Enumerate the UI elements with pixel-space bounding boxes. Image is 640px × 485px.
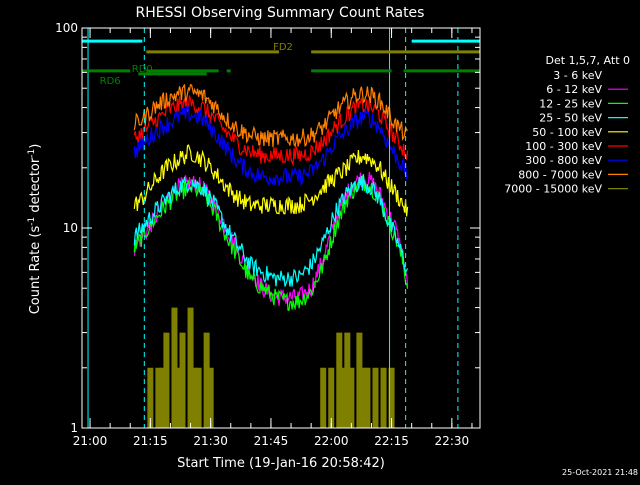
state-bar-layer: FD2 RD0 RD6: [82, 39, 480, 87]
x-tick-label-1: 21:15: [133, 434, 168, 448]
legend-label-3: 25 - 50 keV: [539, 112, 602, 125]
series-50-100-keV: [133, 144, 409, 217]
legend-label-5: 100 - 300 keV: [525, 140, 602, 153]
y-tick-label-2: 100: [55, 21, 78, 35]
series-line-300-800-keV: [133, 106, 409, 187]
x-tick-label-0: 21:00: [73, 434, 108, 448]
y-axis-label-sup2: -1: [27, 149, 37, 158]
y-axis-label-main: Count Rate (s: [28, 226, 43, 315]
x-tick-label-4: 22:00: [314, 434, 349, 448]
y-axis-label: Count Rate (s-1 detector-1): [27, 144, 43, 315]
series-line-25-50-keV: [133, 174, 409, 287]
series-line-3-6-keV: [133, 35, 409, 330]
chart-title: RHESSI Observing Summary Count Rates: [136, 5, 425, 21]
series-800-7000-keV: [133, 84, 409, 148]
y-axis-label-sup1: -1: [27, 217, 37, 226]
legend-title: Det 1,5,7, Att 0: [546, 54, 630, 67]
series-line-50-100-keV: [133, 144, 409, 217]
x-tick-label-3: 21:45: [254, 434, 289, 448]
legend-label-8: 7000 - 15000 keV: [504, 183, 602, 196]
x-tick-label-5: 22:15: [374, 434, 409, 448]
legend-label-7: 800 - 7000 keV: [518, 168, 602, 181]
series-3-6-keV: [133, 35, 409, 330]
state-label-RD6: RD6: [100, 76, 121, 87]
footer-timestamp: 25-Oct-2021 21:48: [562, 468, 638, 477]
legend-label-4: 50 - 100 keV: [532, 126, 602, 139]
x-axis-label: Start Time (19-Jan-16 20:58:42): [177, 456, 385, 471]
legend-label-6: 300 - 800 keV: [525, 154, 602, 167]
legend-label-0: 3 - 6 keV: [553, 69, 602, 82]
series-7000-15000-keV: [147, 307, 395, 428]
plot-layer: [133, 35, 409, 428]
y-axis-label-end: ): [28, 144, 43, 149]
legend-label-2: 12 - 25 keV: [539, 97, 602, 110]
series-line-100-300-keV: [133, 95, 409, 167]
state-label-RD0: RD0: [132, 64, 153, 75]
axes-layer: 1 10 100 21:00 21:15 21:30 21:45 22:00 22:15 22:3…: [55, 21, 481, 448]
x-tick-label-6: 22:30: [435, 434, 470, 448]
y-tick-label-1: 10: [63, 221, 78, 235]
marker-layer: [87, 28, 459, 428]
y-tick-label-0: 1: [70, 421, 78, 435]
series-100-300-keV: [133, 95, 409, 167]
y-axis-label-mid: detector: [28, 157, 43, 217]
series-300-800-keV: [133, 106, 409, 187]
legend-label-1: 6 - 12 keV: [546, 83, 602, 96]
series-25-50-keV: [133, 174, 409, 287]
x-tick-label-2: 21:30: [193, 434, 228, 448]
state-label-FD2: FD2: [273, 42, 293, 53]
series-line-800-7000-keV: [133, 84, 409, 148]
